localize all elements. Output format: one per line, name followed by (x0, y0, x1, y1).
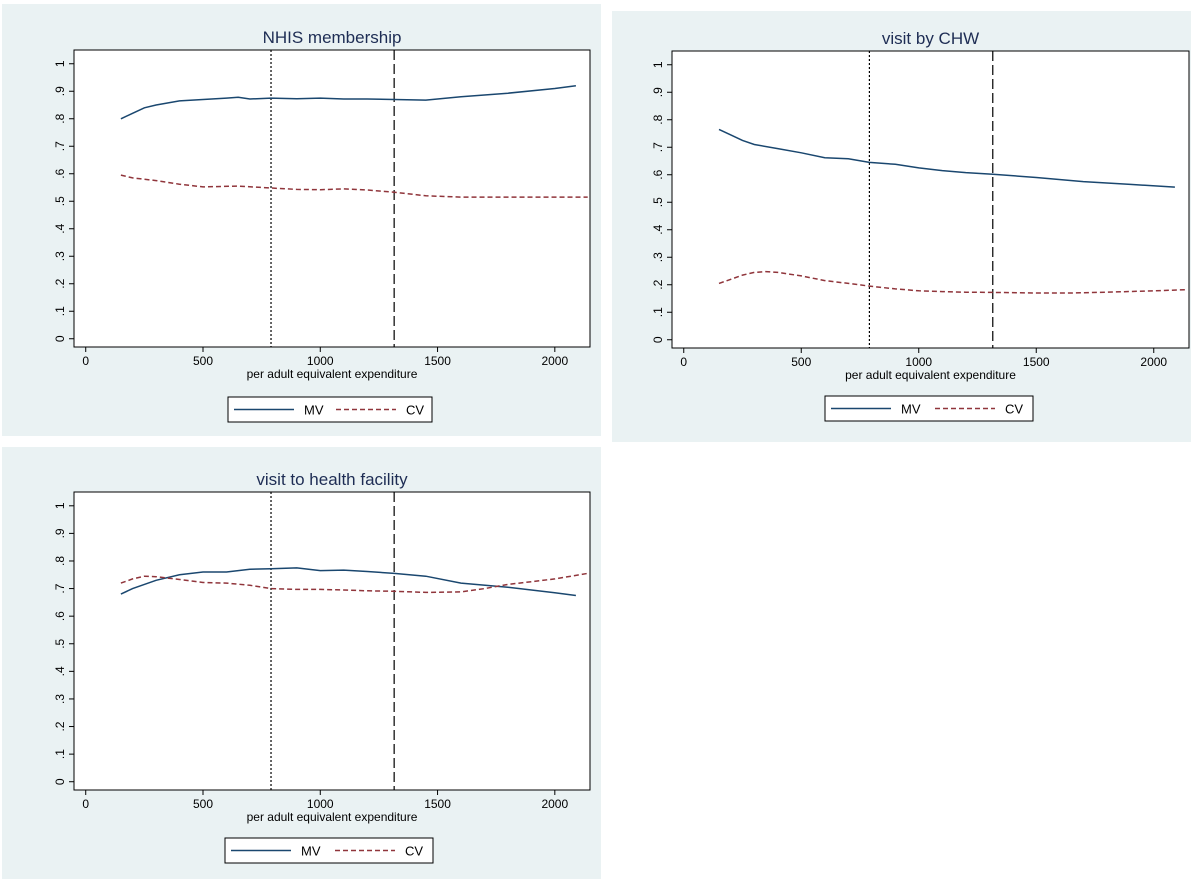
x-axis-label: per adult equivalent expenditure (247, 367, 418, 381)
y-tick-label: .7 (53, 583, 67, 593)
series-line-cv (120, 572, 588, 594)
series-line-mv (120, 85, 576, 120)
chart-facility: visit to health facility 0 .1 .2 .3 .4 .5 .6 .7.… (53, 470, 591, 864)
x-tick-label: 1500 (1023, 355, 1050, 369)
y-tick-label: .9 (651, 87, 665, 97)
x-axis-label: per adult equivalent expenditure (247, 810, 418, 824)
chart-title: visit to health facility (256, 470, 408, 489)
y-tick-label: .6 (53, 611, 67, 621)
x-tick-label: 0 (82, 354, 89, 368)
series-line-mv (120, 567, 576, 597)
x-tick-label: 2000 (541, 354, 568, 368)
y-tick-label: .3 (53, 251, 67, 261)
x-tick-label: 500 (193, 797, 213, 811)
legend-label-mv: MV (304, 403, 324, 418)
y-tick-label: .2 (651, 279, 665, 289)
legend-label-mv: MV (301, 844, 321, 859)
plot-area (671, 50, 1190, 349)
y-tick-label: .1 (53, 749, 67, 759)
y-tick-label: .1 (53, 306, 67, 316)
y-tick-label: .4 (53, 666, 67, 676)
y-tick-label: .3 (651, 252, 665, 262)
y-tick-label: .2 (53, 278, 67, 288)
x-axis-label: per adult equivalent expenditure (845, 368, 1016, 382)
legend-label-cv: CV (1005, 402, 1023, 417)
y-tick-label: .6 (53, 168, 67, 178)
y-tick-label: .5 (53, 638, 67, 648)
y-tick-label: .7 (651, 142, 665, 152)
chart-nhis: NHIS membership 0 .1 .2 .3 .4 .5 .6 .7 .8 .9 1 0 500 1… (53, 28, 591, 423)
chart-panel-chw: visit by CHW 0 .1 .2 .3 .4 .5 .6 .7 .8 .9 1 0 500 1000… (612, 11, 1191, 442)
y-tick-label: .3 (53, 694, 67, 704)
y-tick-label: .8 (651, 114, 665, 124)
y-tick-label: .7 (53, 141, 67, 151)
chart-panel-facility: visit to health facility 0 .1 .2 .3 .4 .5 .6 .7.… (2, 447, 601, 879)
y-tick-label: .4 (53, 223, 67, 233)
y-tick-label: .9 (53, 528, 67, 538)
plot-area (73, 49, 591, 348)
x-tick-label: 1000 (905, 355, 932, 369)
x-tick-label: 2000 (541, 797, 568, 811)
y-tick-label: .5 (53, 196, 67, 206)
x-tick-label: 500 (193, 354, 213, 368)
y-tick-label: 1 (651, 61, 665, 68)
x-tick-label: 1500 (424, 354, 451, 368)
legend-label-cv: CV (405, 844, 423, 859)
legend-label-mv: MV (901, 402, 921, 417)
x-tick-label: 0 (680, 355, 687, 369)
chart-panel-nhis: NHIS membership 0 .1 .2 .3 .4 .5 .6 .7 .8 .9 1 0 500 1… (2, 4, 601, 436)
y-tick-label: .5 (651, 197, 665, 207)
chart-title: NHIS membership (263, 28, 402, 47)
y-tick-label: .8 (53, 113, 67, 123)
y-tick-label: 0 (53, 778, 67, 785)
legend-label-cv: CV (406, 403, 424, 418)
chart-chw: visit by CHW 0 .1 .2 .3 .4 .5 .6 .7 .8 .9 1 0 500 1000… (651, 29, 1190, 422)
x-tick-label: 1000 (307, 354, 334, 368)
x-tick-label: 500 (791, 355, 811, 369)
plot-area (73, 491, 591, 791)
y-tick-label: 0 (651, 336, 665, 343)
x-tick-label: 0 (82, 797, 89, 811)
y-tick-label: 1 (53, 502, 67, 509)
y-tick-label: 1 (53, 60, 67, 67)
y-tick-label: .2 (53, 721, 67, 731)
chart-title: visit by CHW (882, 29, 979, 48)
x-tick-label: 1000 (307, 797, 334, 811)
y-tick-label: 0 (53, 335, 67, 342)
x-tick-label: 2000 (1140, 355, 1167, 369)
y-tick-label: .9 (53, 86, 67, 96)
y-tick-label: .8 (53, 556, 67, 566)
y-tick-label: .1 (651, 307, 665, 317)
series-line-mv (718, 128, 1175, 188)
x-tick-label: 1500 (424, 797, 451, 811)
series-line-cv (120, 174, 588, 198)
y-tick-label: .6 (651, 169, 665, 179)
y-tick-label: .4 (651, 224, 665, 234)
